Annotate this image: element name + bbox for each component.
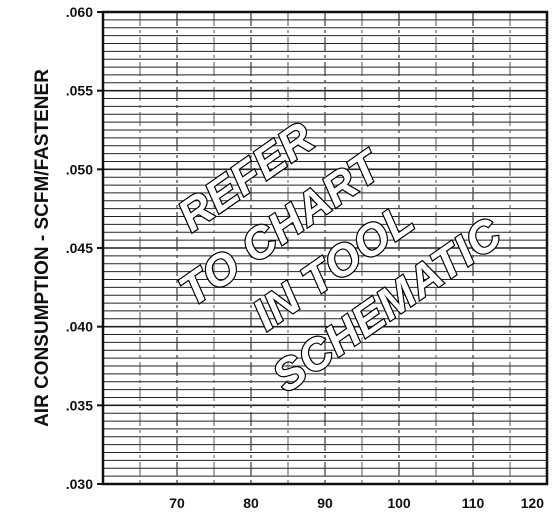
y-tick-label: .030 [66, 476, 93, 492]
y-axis-ticks: .060 .055 .050 .045 .040 .035 .030 [66, 4, 103, 492]
x-tick-label: 100 [387, 495, 411, 511]
y-tick-label: .055 [66, 83, 93, 99]
grid [103, 12, 547, 484]
y-tick-label: .035 [66, 397, 93, 413]
x-tick-label: 70 [169, 495, 185, 511]
y-tick-label: .050 [66, 161, 93, 177]
y-tick-label: .060 [66, 4, 93, 20]
y-tick-label: .040 [66, 319, 93, 335]
x-tick-label: 120 [521, 495, 545, 511]
x-axis-ticks: 70 80 90 100 110 120 [169, 495, 544, 511]
x-tick-label: 80 [243, 495, 259, 511]
x-tick-label: 90 [317, 495, 333, 511]
x-tick-label: 110 [462, 495, 485, 511]
y-axis-label: AIR CONSUMPTION - SCFM/FASTENER [32, 69, 53, 427]
y-tick-label: .045 [66, 240, 93, 256]
